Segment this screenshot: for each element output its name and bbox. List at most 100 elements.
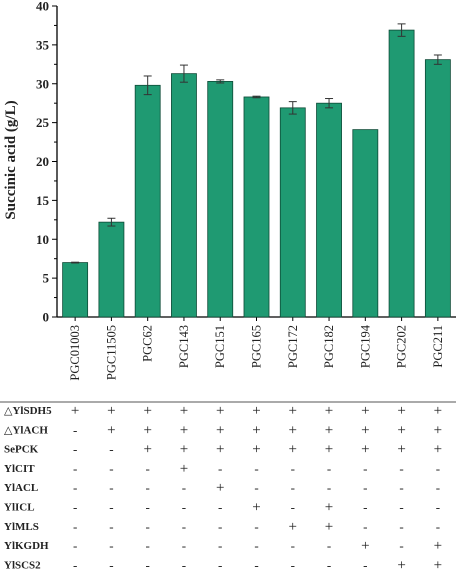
table-row-label: YlICL xyxy=(4,502,35,514)
genotype-table: △YlSDH5 + + + + + + + + + + + △YlACH - + + + + + + + + + + SePCK… xyxy=(4,403,442,573)
y-tick-label: 0 xyxy=(43,310,50,325)
table-cell: + xyxy=(397,557,405,573)
table-cell: + xyxy=(289,422,297,438)
table-cell: - xyxy=(291,500,295,515)
table-cell: + xyxy=(180,422,188,438)
y-tick-label: 35 xyxy=(36,37,50,52)
table-cell: - xyxy=(182,557,186,572)
table-cell: - xyxy=(363,461,367,476)
table-cell: - xyxy=(218,519,222,534)
y-tick-label: 30 xyxy=(36,76,49,91)
table-cell: - xyxy=(399,519,403,534)
table-cell: - xyxy=(73,442,77,457)
table-cell: - xyxy=(182,538,186,553)
table-cell: + xyxy=(434,538,442,554)
table-cell: + xyxy=(216,480,224,496)
table-cell: - xyxy=(436,480,440,495)
table-cell: + xyxy=(143,403,151,419)
table-cell: - xyxy=(109,538,113,553)
table-cell: - xyxy=(291,557,295,572)
table-cell: - xyxy=(436,519,440,534)
table-cell: - xyxy=(73,422,77,437)
table-cell: - xyxy=(291,480,295,495)
table-cell: + xyxy=(361,422,369,438)
table-cell: + xyxy=(325,500,333,516)
table-row-label: YlACL xyxy=(4,482,38,494)
table-cell: - xyxy=(146,519,150,534)
table-cell: + xyxy=(216,422,224,438)
table-cell: - xyxy=(327,480,331,495)
x-tick-label: PGC11505 xyxy=(104,325,118,380)
table-cell: - xyxy=(291,461,295,476)
x-tick-label: PGC165 xyxy=(250,325,264,368)
table-cell: + xyxy=(216,442,224,458)
table-row-label: △YlACH xyxy=(4,424,48,436)
table-cell: + xyxy=(180,442,188,458)
table-cell: + xyxy=(252,500,260,516)
table-cell: - xyxy=(363,480,367,495)
table-cell: - xyxy=(73,461,77,476)
table-cell: + xyxy=(180,461,188,477)
table-cell: - xyxy=(73,519,77,534)
table-cell: + xyxy=(71,403,79,419)
table-cell: + xyxy=(289,519,297,535)
y-tick-label: 5 xyxy=(43,271,50,286)
table-cell: + xyxy=(107,403,115,419)
table-cell: - xyxy=(254,480,258,495)
table-cell: + xyxy=(216,403,224,419)
bar xyxy=(424,59,451,318)
table-cell: - xyxy=(218,461,222,476)
bar xyxy=(279,107,306,318)
x-tick-label: PGC182 xyxy=(322,325,336,368)
table-cell: - xyxy=(218,500,222,515)
table-cell: - xyxy=(327,538,331,553)
y-tick-label: 10 xyxy=(36,232,49,247)
table-cell: - xyxy=(363,557,367,572)
table-cell: + xyxy=(325,442,333,458)
table-cell: - xyxy=(73,557,77,572)
bar xyxy=(352,129,379,318)
table-cell: - xyxy=(436,500,440,515)
bar xyxy=(171,73,197,318)
table-cell: - xyxy=(399,538,403,553)
table-cell: + xyxy=(180,403,188,419)
table-cell: - xyxy=(254,461,258,476)
table-cell: - xyxy=(363,519,367,534)
table-row-label: YlCIT xyxy=(4,463,35,475)
x-tick-label: PGC143 xyxy=(177,325,191,368)
table-cell: - xyxy=(146,500,150,515)
x-tick-label: PGC202 xyxy=(395,325,409,368)
table-cell: + xyxy=(397,422,405,438)
bars xyxy=(62,23,451,318)
table-cell: + xyxy=(361,442,369,458)
y-tick-label: 15 xyxy=(36,193,50,208)
table-cell: - xyxy=(218,538,222,553)
table-cell: + xyxy=(252,403,260,419)
y-tick-label: 40 xyxy=(36,0,49,14)
table-cell: - xyxy=(327,557,331,572)
x-tick-label: PGC151 xyxy=(213,325,227,368)
table-cell: - xyxy=(146,538,150,553)
table-cell: + xyxy=(325,422,333,438)
table-cell: + xyxy=(289,403,297,419)
table-cell: + xyxy=(434,403,442,419)
table-cell: + xyxy=(143,422,151,438)
table-cell: - xyxy=(254,538,258,553)
table-row-label: YlSCS2 xyxy=(4,559,41,571)
table-row-label: SePCK xyxy=(4,444,39,456)
table-cell: - xyxy=(399,500,403,515)
table-cell: - xyxy=(399,461,403,476)
table-cell: - xyxy=(109,442,113,457)
x-tick-label: PGC01003 xyxy=(68,325,82,381)
table-cell: + xyxy=(434,557,442,573)
table-cell: - xyxy=(291,538,295,553)
bar xyxy=(316,102,342,318)
table-cell: - xyxy=(109,500,113,515)
table-cell: + xyxy=(252,422,260,438)
table-cell: + xyxy=(289,442,297,458)
table-row-label: YlMLS xyxy=(4,521,39,533)
table-cell: + xyxy=(252,442,260,458)
table-cell: - xyxy=(254,519,258,534)
table-cell: - xyxy=(146,557,150,572)
